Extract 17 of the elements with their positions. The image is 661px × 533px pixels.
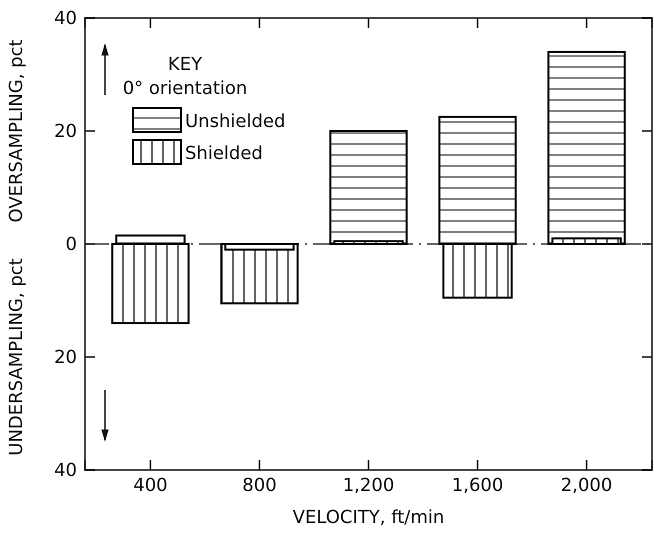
x-tick-label: 2,000 bbox=[560, 474, 612, 496]
annotation: 0° orientation bbox=[122, 78, 248, 99]
y-tick-label: 20 bbox=[54, 120, 77, 142]
x-tick-label: 800 bbox=[242, 474, 277, 496]
y-tick-label: 40 bbox=[54, 460, 77, 481]
x-axis-title: VELOCITY, ft/min bbox=[292, 507, 444, 528]
y-axis-title: OVERSAMPLING, pct bbox=[6, 39, 27, 223]
text: UNDERSAMPLING, pct bbox=[6, 258, 27, 456]
y-tick-label: 20 bbox=[54, 346, 77, 368]
y-tick-label: 40 bbox=[54, 8, 77, 29]
legend-label: Shielded bbox=[185, 143, 263, 164]
legend-label: Unshielded bbox=[185, 111, 286, 132]
x-tick-label: 400 bbox=[133, 474, 168, 496]
legend-title: KEY bbox=[168, 54, 204, 75]
x-tick-label: 1,200 bbox=[342, 474, 394, 496]
x-tick-label: 1,600 bbox=[452, 474, 504, 496]
y-tick-label: 0 bbox=[66, 234, 77, 255]
